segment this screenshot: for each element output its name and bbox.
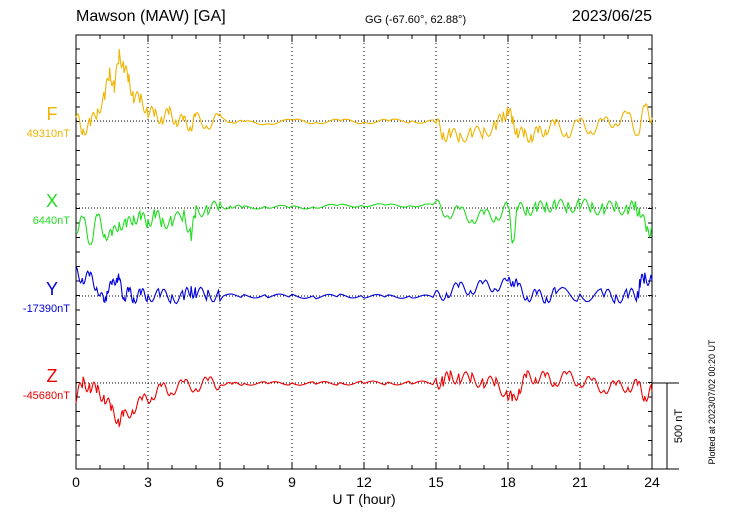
component-label-y: Y [46, 279, 58, 299]
series-line-x [75, 197, 653, 245]
x-tick-label: 9 [288, 474, 296, 490]
x-tick-label: 21 [572, 474, 588, 490]
x-tick-label: 15 [428, 474, 444, 490]
component-label-f: F [47, 104, 58, 124]
series-line-y [75, 266, 653, 305]
baseline-value-x: 6440nT [33, 215, 71, 227]
plot-date: 2023/06/25 [571, 8, 652, 25]
component-label-z: Z [47, 366, 58, 386]
station-title: Mawson (MAW) [GA] [76, 8, 226, 25]
scale-bar-label: 500 nT [673, 409, 685, 444]
series-line-f [75, 49, 653, 144]
series-line-z [75, 370, 653, 429]
component-label-x: X [46, 191, 58, 211]
plotted-at-note: Plotted at 2023/07/02 00:20 UT [707, 339, 717, 465]
x-tick-label: 12 [356, 474, 372, 490]
geographic-coordinates: GG (-67.60°, 62.88°) [365, 14, 467, 26]
x-tick-label: 3 [144, 474, 152, 490]
baseline-value-f: 49310nT [27, 128, 71, 140]
x-tick-label: 18 [500, 474, 516, 490]
baseline-value-y: -17390nT [23, 303, 70, 315]
baseline-value-z: -45680nT [23, 390, 70, 402]
x-tick-label: 0 [72, 474, 80, 490]
x-tick-label: 6 [216, 474, 224, 490]
x-axis-label: U T (hour) [332, 491, 395, 507]
x-tick-label: 24 [644, 474, 660, 490]
